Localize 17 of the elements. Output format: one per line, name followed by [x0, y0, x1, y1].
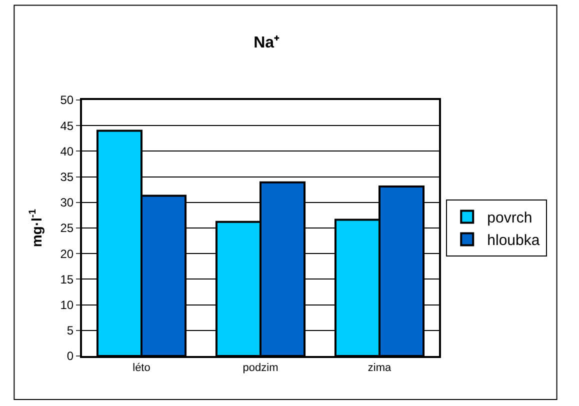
y-tick-label: 45	[60, 118, 74, 133]
chart-title: Na⁺	[254, 34, 280, 52]
x-tick-label: zima	[368, 362, 392, 374]
legend-label: hloubka	[487, 232, 540, 250]
y-tick-label: 20	[60, 246, 74, 261]
y-tick-label: 5	[66, 324, 74, 338]
y-tick-label: 15	[60, 272, 74, 286]
y-tick-label: 0	[66, 349, 74, 364]
y-tick-label: 40	[60, 144, 74, 158]
x-tick-label: léto	[132, 362, 150, 374]
y-tick-label: 25	[60, 221, 74, 236]
y-tick-label: 35	[60, 170, 74, 184]
y-tick-label: 50	[60, 93, 74, 108]
y-tick-label: 10	[60, 298, 74, 312]
x-tick-label: podzim	[242, 362, 278, 374]
legend-label: povrch	[487, 210, 532, 227]
y-tick-label: 30	[60, 196, 74, 210]
